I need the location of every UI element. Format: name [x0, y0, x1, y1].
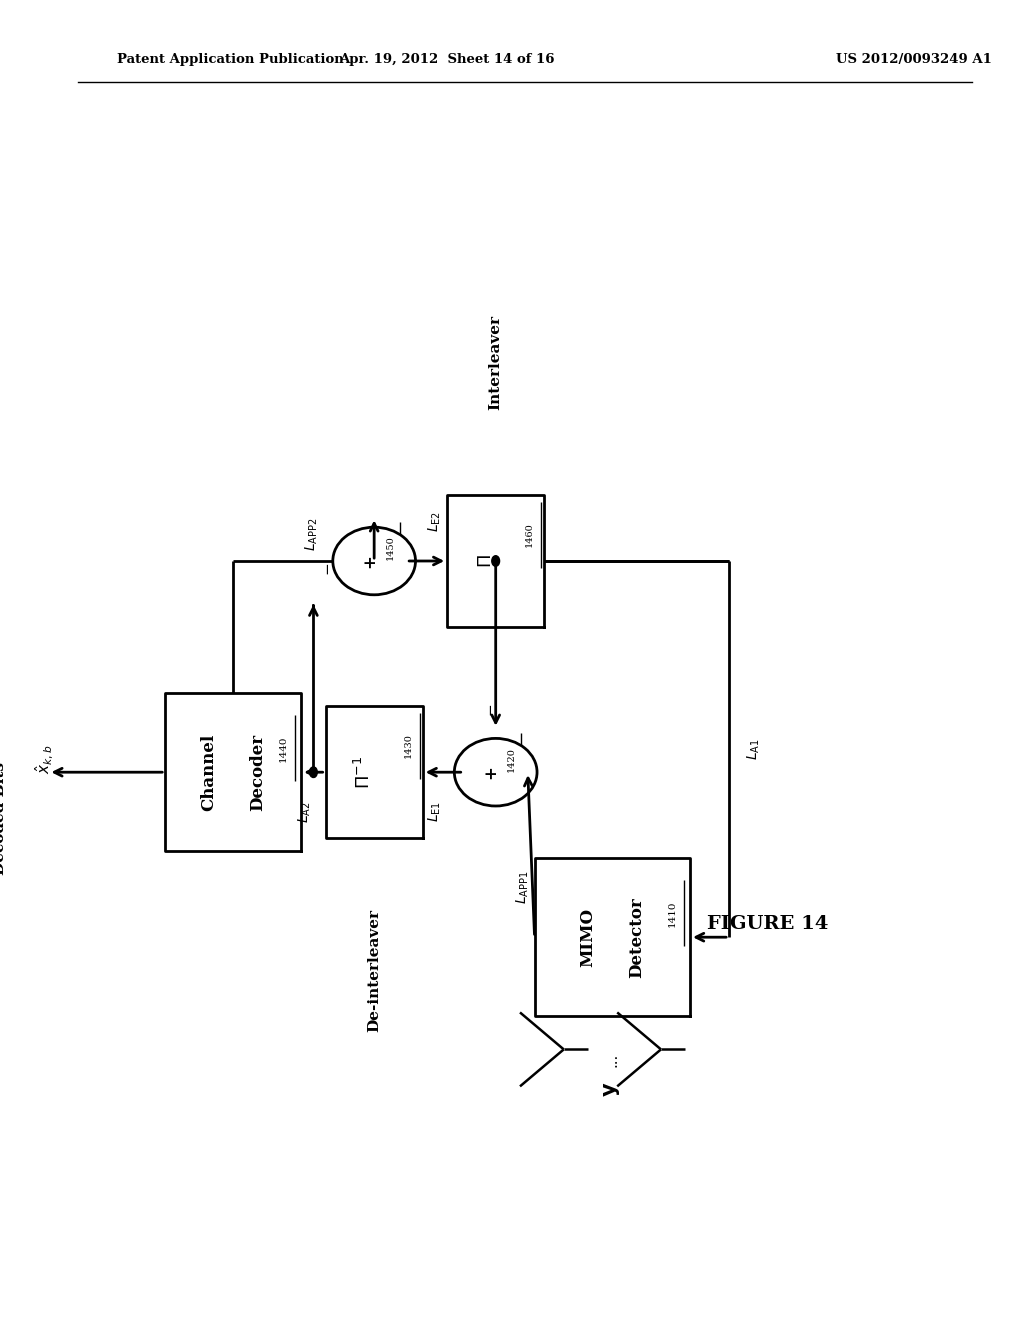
Text: Interleaver: Interleaver	[488, 315, 503, 411]
Ellipse shape	[333, 527, 416, 595]
Text: De-interleaver: De-interleaver	[368, 908, 381, 1032]
Text: $L_{\mathrm{APP2}}$: $L_{\mathrm{APP2}}$	[304, 517, 321, 552]
Text: $\hat{x}_{k,b}$: $\hat{x}_{k,b}$	[34, 744, 56, 774]
Text: FIGURE 14: FIGURE 14	[708, 915, 828, 933]
Text: +: +	[360, 554, 378, 568]
Text: −: −	[483, 702, 498, 715]
Text: 1430: 1430	[403, 734, 413, 758]
Polygon shape	[535, 858, 690, 1016]
Circle shape	[309, 767, 317, 777]
Text: ...: ...	[605, 1053, 620, 1067]
Polygon shape	[165, 693, 301, 851]
Text: Detector: Detector	[628, 896, 645, 978]
Text: $L_{\mathrm{A2}}$: $L_{\mathrm{A2}}$	[297, 801, 313, 822]
Text: +: +	[482, 766, 500, 779]
Text: 1450: 1450	[386, 536, 394, 560]
Text: 1420: 1420	[507, 747, 516, 772]
Polygon shape	[326, 706, 423, 838]
Circle shape	[492, 556, 500, 566]
Text: $L_{\mathrm{E2}}$: $L_{\mathrm{E2}}$	[427, 511, 443, 532]
Text: $L_{\mathrm{E1}}$: $L_{\mathrm{E1}}$	[427, 801, 443, 822]
Text: Apr. 19, 2012  Sheet 14 of 16: Apr. 19, 2012 Sheet 14 of 16	[339, 53, 555, 66]
Text: MIMO: MIMO	[580, 908, 597, 966]
Text: 1460: 1460	[525, 523, 535, 546]
Text: 1410: 1410	[668, 900, 677, 927]
Ellipse shape	[455, 738, 537, 807]
Text: Decoded Bits: Decoded Bits	[0, 762, 7, 875]
Text: Decoder: Decoder	[249, 734, 266, 810]
Text: $\Pi$: $\Pi$	[477, 554, 495, 568]
Text: $\mathbf{y}$: $\mathbf{y}$	[602, 1081, 623, 1097]
Polygon shape	[447, 495, 545, 627]
Text: $L_{\mathrm{APP1}}$: $L_{\mathrm{APP1}}$	[515, 871, 531, 904]
Text: US 2012/0093249 A1: US 2012/0093249 A1	[836, 53, 992, 66]
Text: $L_{\mathrm{A1}}$: $L_{\mathrm{A1}}$	[745, 738, 762, 760]
Text: 1440: 1440	[280, 735, 288, 762]
Text: Channel: Channel	[201, 734, 217, 810]
Text: $\Pi^{-1}$: $\Pi^{-1}$	[354, 755, 375, 789]
Text: −: −	[321, 561, 335, 574]
Text: Patent Application Publication: Patent Application Publication	[117, 53, 343, 66]
